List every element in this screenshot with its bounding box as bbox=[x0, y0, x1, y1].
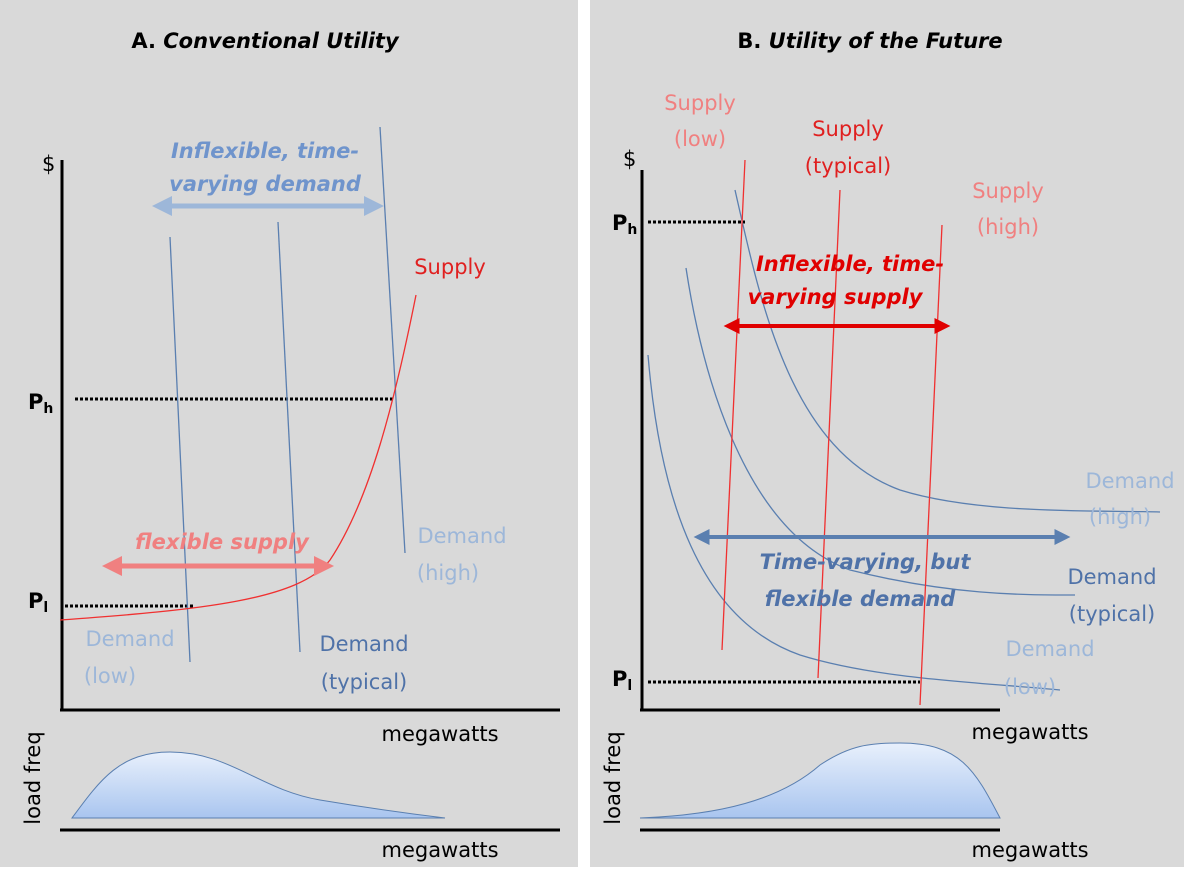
panel-title: A. Conventional Utility bbox=[131, 29, 400, 53]
p: P bbox=[612, 211, 627, 235]
demand-label: (high) bbox=[1089, 505, 1151, 529]
arrow-label: Time-varying, but bbox=[760, 550, 972, 574]
panel-label: B. bbox=[737, 29, 761, 53]
price-high: Ph bbox=[28, 390, 53, 417]
arrow-label: varying supply bbox=[748, 285, 924, 309]
arrow-label: Inflexible, time- bbox=[171, 139, 359, 163]
demand-label: (high) bbox=[417, 561, 479, 585]
panel-bg bbox=[590, 0, 1184, 867]
supply-label: Supply bbox=[972, 179, 1044, 203]
demand-line bbox=[169, 236, 191, 663]
arrow-label: flexible demand bbox=[765, 587, 957, 611]
supply-line bbox=[919, 224, 943, 706]
supply-label: Supply bbox=[812, 117, 884, 141]
sub: h bbox=[43, 401, 53, 417]
demand-curve bbox=[647, 354, 1061, 691]
x-label: megawatts bbox=[971, 720, 1088, 744]
arrow-label: Inflexible, time- bbox=[756, 252, 944, 276]
demand-label: (typical) bbox=[1069, 602, 1155, 626]
x-label: megawatts bbox=[381, 722, 498, 746]
demand-label: Demand bbox=[85, 627, 174, 651]
demand-label: Demand bbox=[1067, 565, 1156, 589]
panel-label: A. bbox=[131, 29, 156, 53]
y-label: $ bbox=[42, 152, 55, 176]
demand-label: Demand bbox=[1005, 637, 1094, 661]
supply-line bbox=[721, 159, 746, 651]
price-low: Pl bbox=[612, 667, 632, 694]
demand-curve bbox=[685, 267, 1076, 596]
load-distribution bbox=[71, 751, 446, 819]
price-high: Ph bbox=[612, 211, 637, 238]
arrow-label: flexible supply bbox=[135, 530, 310, 554]
supply-label: Supply bbox=[664, 91, 736, 115]
demand-line bbox=[277, 221, 301, 653]
demand-line bbox=[379, 126, 406, 554]
supply-label: (low) bbox=[674, 127, 726, 151]
y-label: $ bbox=[623, 147, 636, 171]
demand-label: (low) bbox=[1004, 675, 1056, 699]
supply-label: (typical) bbox=[805, 154, 891, 178]
p: P bbox=[28, 589, 43, 613]
panel-b: B. Utility of the Future $ Ph Pl Supply … bbox=[590, 0, 1184, 867]
panel-title: B. Utility of the Future bbox=[737, 29, 1002, 53]
supply-line bbox=[817, 189, 841, 679]
price-low: Pl bbox=[28, 589, 48, 616]
title-text: Utility of the Future bbox=[769, 29, 1003, 53]
sub: l bbox=[43, 600, 48, 616]
sub: h bbox=[627, 222, 637, 238]
demand-curve bbox=[734, 189, 1161, 513]
p: P bbox=[612, 667, 627, 691]
p: P bbox=[28, 390, 43, 414]
load-distribution bbox=[639, 742, 1001, 819]
supply-label: (high) bbox=[977, 215, 1039, 239]
arrow-label: varying demand bbox=[169, 172, 362, 196]
dist-y-label: load freq bbox=[601, 731, 625, 824]
sub: l bbox=[627, 678, 632, 694]
panel-a: A. Conventional Utility $ Ph Pl Inflexib… bbox=[0, 0, 578, 867]
supply-label: Supply bbox=[414, 255, 486, 279]
dist-y-label: load freq bbox=[21, 731, 45, 824]
demand-label: (typical) bbox=[321, 670, 407, 694]
dist-x-label: megawatts bbox=[971, 838, 1088, 862]
dist-x-label: megawatts bbox=[381, 838, 498, 862]
demand-label: Demand bbox=[417, 524, 506, 548]
title-text: Conventional Utility bbox=[163, 29, 400, 53]
demand-label: Demand bbox=[1085, 469, 1174, 493]
demand-label: (low) bbox=[84, 664, 136, 688]
demand-label: Demand bbox=[319, 632, 408, 656]
